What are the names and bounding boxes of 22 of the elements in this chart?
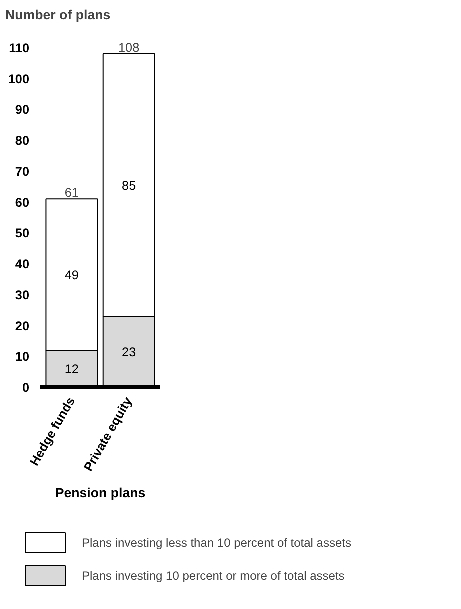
- y-tick-label: 100: [8, 72, 30, 86]
- y-tick-label: 70: [15, 164, 30, 179]
- legend-label: Plans investing 10 percent or more of total assets: [82, 568, 345, 582]
- total-label: 108: [118, 41, 140, 56]
- data-label: 12: [64, 362, 79, 376]
- y-tick-label: 10: [15, 350, 30, 364]
- y-tick-label: 40: [15, 258, 30, 272]
- y-tick-label: 20: [15, 319, 30, 334]
- total-label: 61: [64, 186, 79, 200]
- y-tick-label: 90: [15, 103, 30, 118]
- y-axis-title: Number of plans: [6, 8, 111, 22]
- y-tick-label: 0: [22, 381, 30, 395]
- data-label: 85: [122, 178, 136, 193]
- data-label: 23: [122, 345, 136, 360]
- y-tick-label: 50: [15, 226, 30, 241]
- y-tick-label: 80: [15, 134, 30, 148]
- y-tick-label: 110: [9, 41, 30, 56]
- y-tick-label: 30: [15, 288, 30, 302]
- data-label: 49: [64, 268, 79, 282]
- legend-label: Plans investing less than 10 percent of total assets: [82, 536, 352, 550]
- y-tick-label: 60: [15, 196, 30, 210]
- x-axis-title: Pension plans: [55, 485, 146, 500]
